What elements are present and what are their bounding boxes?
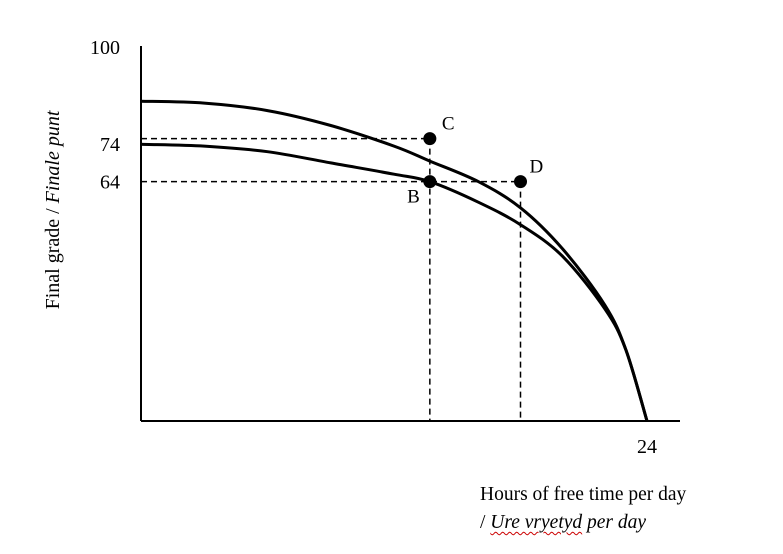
- y-tick-labels: 100 74 64: [90, 37, 120, 194]
- x-axis-label-rest: per day: [582, 512, 647, 533]
- y-tick-100: 100: [90, 37, 120, 59]
- y-tick-64: 64: [100, 172, 120, 194]
- point-c: [423, 132, 437, 146]
- x-axis-label-misspelled: Ure vryetyd: [490, 512, 583, 533]
- x-tick-labels: 24: [637, 436, 657, 458]
- guide-lines: [141, 137, 522, 421]
- point-b: [423, 175, 437, 189]
- point-label-c: C: [442, 114, 455, 135]
- point-label-b: B: [407, 187, 420, 208]
- x-axis-label-line1: Hours of free time per day: [480, 484, 687, 505]
- y-tick-74: 74: [100, 134, 120, 156]
- x-axis-label: Hours of free time per day / Ure vryetyd…: [480, 481, 686, 537]
- y-axis-label: Final grade / Finale punt: [42, 110, 64, 309]
- curve-2: [140, 142, 649, 422]
- x-axis-label-line2: / Ure vryetyd per day: [480, 509, 686, 537]
- curve-1: [140, 99, 649, 422]
- labeled-points: B C D: [407, 114, 543, 208]
- point-d: [514, 175, 527, 189]
- curves: [140, 99, 649, 422]
- x-tick-24: 24: [637, 436, 657, 458]
- point-label-d: D: [530, 157, 544, 178]
- x-axis-label-prefix: /: [480, 512, 491, 533]
